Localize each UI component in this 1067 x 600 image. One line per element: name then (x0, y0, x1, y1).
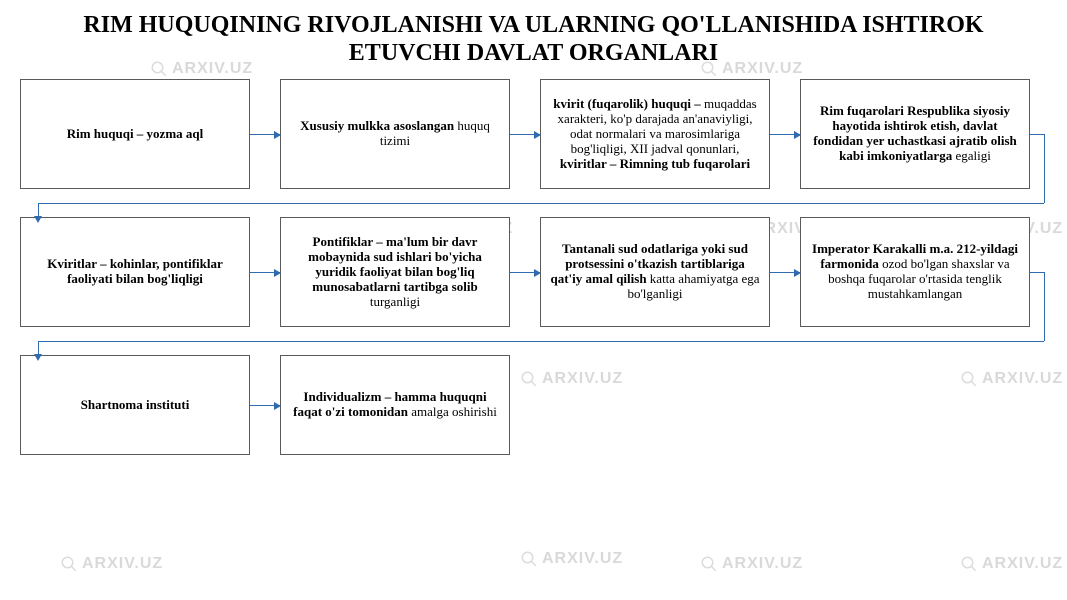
watermark-text: ARXIV.UZ (982, 555, 1063, 573)
flow-box: Kviritlar – kohinlar, pontifiklar faoliy… (20, 217, 250, 327)
arrow-right (770, 79, 800, 189)
flow-box: Rim fuqarolari Respublika siyosiy hayoti… (800, 79, 1030, 189)
magnifier-icon (700, 555, 718, 573)
watermark: ARXIV.UZ (700, 555, 803, 573)
magnifier-icon (960, 555, 978, 573)
flow-box-text: Imperator Karakalli m.a. 212-yildagi far… (809, 242, 1021, 302)
flow-box-text: Xususiy mulkka asoslangan huquq tizimi (289, 119, 501, 149)
flow-box-text: Rim fuqarolari Respublika siyosiy hayoti… (809, 104, 1021, 164)
flow-box: kvirit (fuqarolik) huquqi – muqaddas xar… (540, 79, 770, 189)
watermark-text: ARXIV.UZ (722, 60, 803, 78)
flow-box: Xususiy mulkka asoslangan huquq tizimi (280, 79, 510, 189)
watermark: ARXIV.UZ (150, 60, 253, 78)
watermark-text: ARXIV.UZ (542, 550, 623, 568)
watermark-text: ARXIV.UZ (722, 555, 803, 573)
flow-row: Rim huquqi – yozma aql Xususiy mulkka aso… (0, 79, 1067, 189)
arrow-right (250, 355, 280, 455)
arrow-right (770, 217, 800, 327)
watermark: ARXIV.UZ (960, 555, 1063, 573)
watermark: ARXIV.UZ (60, 555, 163, 573)
flow-box-text: Shartnoma instituti (29, 398, 241, 413)
flow-row: Shartnoma instituti Individualizm – hamma… (0, 355, 1067, 455)
flow-box-text: Kviritlar – kohinlar, pontifiklar faoliy… (29, 257, 241, 287)
watermark-text: ARXIV.UZ (82, 555, 163, 573)
flow-box: Imperator Karakalli m.a. 212-yildagi far… (800, 217, 1030, 327)
arrow-right (250, 217, 280, 327)
flow-box: Tantanali sud odatlariga yoki sud protse… (540, 217, 770, 327)
watermark-text: ARXIV.UZ (172, 60, 253, 78)
flow-box: Pontifiklar – ma'lum bir davr mobaynida … (280, 217, 510, 327)
magnifier-icon (520, 550, 538, 568)
flowchart-container: Rim huquqi – yozma aql Xususiy mulkka aso… (0, 79, 1067, 455)
arrow-right (510, 217, 540, 327)
watermark: ARXIV.UZ (700, 60, 803, 78)
flow-box: Shartnoma instituti (20, 355, 250, 455)
watermark: ARXIV.UZ (520, 550, 623, 568)
flow-box: Rim huquqi – yozma aql (20, 79, 250, 189)
magnifier-icon (150, 60, 168, 78)
flow-box-text: Individualizm – hamma huquqni faqat o'zi… (289, 390, 501, 420)
magnifier-icon (700, 60, 718, 78)
flow-box-text: Rim huquqi – yozma aql (29, 127, 241, 142)
flow-row: Kviritlar – kohinlar, pontifiklar faoliy… (0, 217, 1067, 327)
magnifier-icon (60, 555, 78, 573)
flow-box-text: kvirit (fuqarolik) huquqi – muqaddas xar… (549, 97, 761, 172)
flow-box: Individualizm – hamma huquqni faqat o'zi… (280, 355, 510, 455)
arrow-right (250, 79, 280, 189)
flow-box-text: Pontifiklar – ma'lum bir davr mobaynida … (289, 235, 501, 310)
flow-box-text: Tantanali sud odatlariga yoki sud protse… (549, 242, 761, 302)
arrow-right (510, 79, 540, 189)
